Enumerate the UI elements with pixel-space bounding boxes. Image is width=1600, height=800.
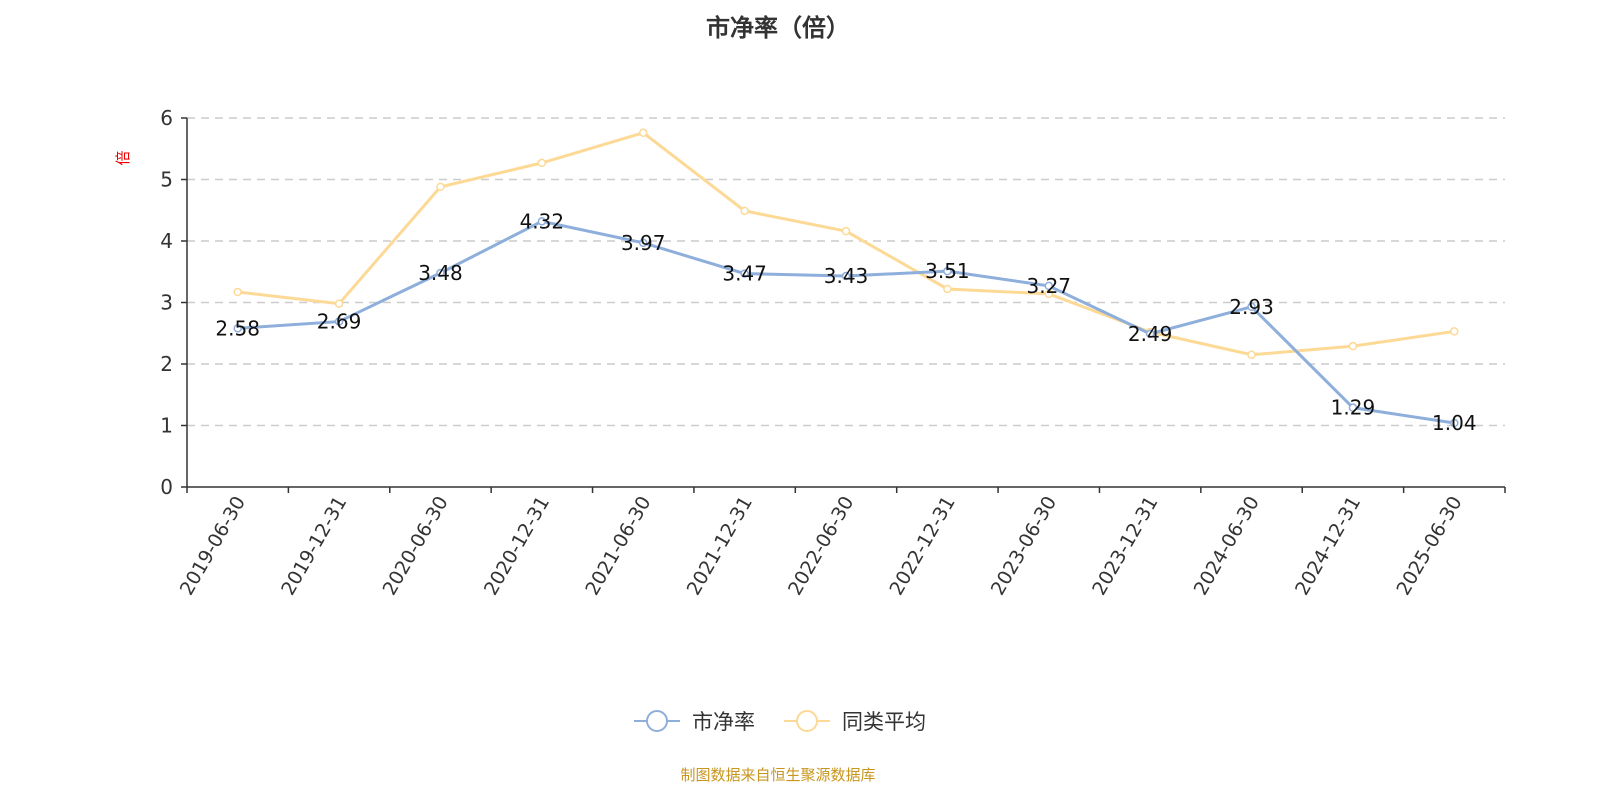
y-tick-label: 5 xyxy=(160,168,173,192)
legend-marker-icon xyxy=(646,710,668,732)
y-axis-label: 倍 xyxy=(114,150,132,165)
x-tick-label: 2023-12-31 xyxy=(1088,493,1162,600)
data-point xyxy=(1044,281,1054,291)
data-point xyxy=(1247,350,1256,360)
data-label: 2.93 xyxy=(1229,295,1274,319)
y-tick-label: 3 xyxy=(160,291,173,315)
chart-title: 市净率（倍） xyxy=(706,14,850,42)
data-point xyxy=(740,206,749,216)
data-point xyxy=(1145,329,1155,339)
y-tick-label: 6 xyxy=(160,106,173,130)
data-point xyxy=(740,269,749,278)
data-point xyxy=(943,266,952,276)
x-tick-label: 2025-06-30 xyxy=(1392,493,1466,600)
x-tick-label: 2022-12-31 xyxy=(885,493,959,600)
data-point xyxy=(1247,302,1256,312)
x-tick-label: 2023-06-30 xyxy=(987,493,1061,600)
data-point xyxy=(1348,341,1358,351)
data-point xyxy=(1044,289,1054,299)
data-point xyxy=(537,158,547,168)
x-tick-label: 2021-06-30 xyxy=(581,493,655,600)
legend-label: 同类平均 xyxy=(842,710,926,734)
data-source-note: 制图数据来自恒生聚源数据库 xyxy=(680,766,876,784)
x-tick-label: 2022-06-30 xyxy=(784,493,858,600)
data-label: 2.69 xyxy=(317,310,362,334)
data-point xyxy=(638,238,648,248)
legend-item[interactable]: 同类平均 xyxy=(784,710,926,734)
data-label: 3.48 xyxy=(418,261,463,285)
data-point xyxy=(537,217,547,226)
legend-marker-icon xyxy=(796,710,818,732)
data-label: 2.49 xyxy=(1128,322,1173,346)
data-point xyxy=(841,271,851,281)
data-label: 1.29 xyxy=(1331,396,1376,420)
data-point xyxy=(436,268,445,278)
x-tick-label: 2020-06-30 xyxy=(379,493,453,600)
x-tick-label: 2021-12-31 xyxy=(683,493,757,600)
data-point xyxy=(334,299,344,308)
data-point xyxy=(233,287,242,297)
data-label: 3.27 xyxy=(1027,274,1072,298)
data-point xyxy=(1348,403,1358,412)
series-line xyxy=(237,219,1455,425)
data-label: 3.47 xyxy=(722,262,767,286)
y-tick-label: 1 xyxy=(160,414,173,438)
data-label: 2.58 xyxy=(215,316,260,340)
x-tick-label: 2020-12-31 xyxy=(480,493,554,600)
data-point xyxy=(1450,418,1459,428)
x-tick-label: 2019-06-30 xyxy=(176,493,250,600)
data-point xyxy=(943,284,952,294)
y-tick-label: 4 xyxy=(160,229,173,253)
data-point xyxy=(1450,327,1459,336)
data-point xyxy=(436,182,445,192)
y-tick-label: 2 xyxy=(160,352,173,376)
data-label: 4.32 xyxy=(520,209,565,233)
data-label: 1.04 xyxy=(1432,411,1477,435)
data-label: 3.43 xyxy=(824,264,869,288)
x-tick-label: 2024-12-31 xyxy=(1291,493,1365,600)
data-label: 3.51 xyxy=(925,259,970,283)
data-point xyxy=(334,317,344,326)
data-label: 3.97 xyxy=(621,231,666,255)
y-tick-label: 0 xyxy=(160,475,173,499)
series-line xyxy=(237,131,1455,357)
x-tick-label: 2019-12-31 xyxy=(277,493,351,600)
data-point xyxy=(233,324,242,333)
legend-item[interactable]: 市净率 xyxy=(634,710,755,734)
legend-label: 市净率 xyxy=(692,710,755,734)
data-point xyxy=(638,128,648,138)
data-point xyxy=(841,226,851,236)
x-tick-label: 2024-06-30 xyxy=(1190,493,1264,600)
